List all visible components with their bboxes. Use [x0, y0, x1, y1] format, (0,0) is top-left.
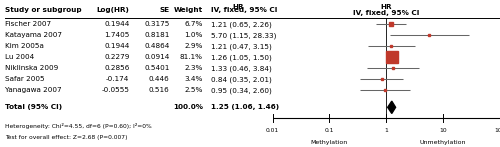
- Text: Safar 2005: Safar 2005: [5, 76, 44, 82]
- Text: 5.70 (1.15, 28.33): 5.70 (1.15, 28.33): [211, 32, 276, 39]
- Text: -0.174: -0.174: [106, 76, 130, 82]
- Text: 6.7%: 6.7%: [184, 21, 203, 27]
- Text: 1: 1: [384, 128, 388, 133]
- Text: 0.2279: 0.2279: [104, 54, 130, 60]
- Text: 81.1%: 81.1%: [180, 54, 203, 60]
- Text: 10: 10: [440, 128, 447, 133]
- Text: 2.5%: 2.5%: [184, 87, 203, 93]
- Text: 0.446: 0.446: [149, 76, 170, 82]
- Text: 2.9%: 2.9%: [184, 43, 203, 49]
- Text: Fischer 2007: Fischer 2007: [5, 21, 51, 27]
- Text: 0.95 (0.34, 2.60): 0.95 (0.34, 2.60): [211, 87, 272, 94]
- Text: 0.5401: 0.5401: [144, 65, 170, 71]
- Text: 0.1944: 0.1944: [104, 21, 130, 27]
- Text: HR: HR: [232, 4, 243, 10]
- Text: Yanagawa 2007: Yanagawa 2007: [5, 87, 62, 93]
- Text: 100: 100: [494, 128, 500, 133]
- Text: 0.1944: 0.1944: [104, 43, 130, 49]
- Text: 1.21 (0.47, 3.15): 1.21 (0.47, 3.15): [211, 43, 272, 50]
- Text: 0.1: 0.1: [324, 128, 334, 133]
- Text: Heterogeneity: Chi²=4.55, df=6 (P=0.60); I²=0%: Heterogeneity: Chi²=4.55, df=6 (P=0.60);…: [5, 123, 152, 129]
- Text: 0.2856: 0.2856: [104, 65, 130, 71]
- Text: SE: SE: [160, 7, 170, 13]
- Text: Total (95% CI): Total (95% CI): [5, 104, 62, 110]
- Text: 0.01: 0.01: [266, 128, 279, 133]
- Text: 1.26 (1.05, 1.50): 1.26 (1.05, 1.50): [211, 54, 272, 61]
- Text: Unmethylation: Unmethylation: [420, 140, 467, 145]
- Text: HR: HR: [380, 4, 392, 10]
- Text: 2.3%: 2.3%: [184, 65, 203, 71]
- Text: Niklinska 2009: Niklinska 2009: [5, 65, 58, 71]
- Text: 1.33 (0.46, 3.84): 1.33 (0.46, 3.84): [211, 65, 272, 72]
- Text: 0.8181: 0.8181: [144, 32, 170, 38]
- Text: Log(HR): Log(HR): [96, 7, 130, 13]
- Text: 0.0914: 0.0914: [144, 54, 170, 60]
- Text: 0.516: 0.516: [149, 87, 170, 93]
- Polygon shape: [388, 101, 396, 113]
- Text: 100.0%: 100.0%: [173, 104, 203, 110]
- Text: Katayama 2007: Katayama 2007: [5, 32, 62, 38]
- Text: 1.7405: 1.7405: [104, 32, 130, 38]
- Text: Methylation: Methylation: [311, 140, 348, 145]
- Text: 1.0%: 1.0%: [184, 32, 203, 38]
- Text: -0.0555: -0.0555: [102, 87, 130, 93]
- Text: Study or subgroup: Study or subgroup: [5, 7, 82, 13]
- Text: Weight: Weight: [174, 7, 203, 13]
- Text: 1.21 (0.65, 2.26): 1.21 (0.65, 2.26): [211, 21, 272, 27]
- Text: Test for overall effect: Z=2.68 (P=0.007): Test for overall effect: Z=2.68 (P=0.007…: [5, 135, 128, 140]
- Text: 0.3175: 0.3175: [144, 21, 170, 27]
- Text: Lu 2004: Lu 2004: [5, 54, 34, 60]
- Text: IV, fixed, 95% CI: IV, fixed, 95% CI: [211, 7, 278, 13]
- Text: Kim 2005a: Kim 2005a: [5, 43, 44, 49]
- Text: 1.25 (1.06, 1.46): 1.25 (1.06, 1.46): [211, 104, 279, 110]
- Text: 0.4864: 0.4864: [144, 43, 170, 49]
- Text: 0.84 (0.35, 2.01): 0.84 (0.35, 2.01): [211, 76, 272, 83]
- Text: IV, fixed, 95% CI: IV, fixed, 95% CI: [353, 10, 420, 16]
- Text: 3.4%: 3.4%: [184, 76, 203, 82]
